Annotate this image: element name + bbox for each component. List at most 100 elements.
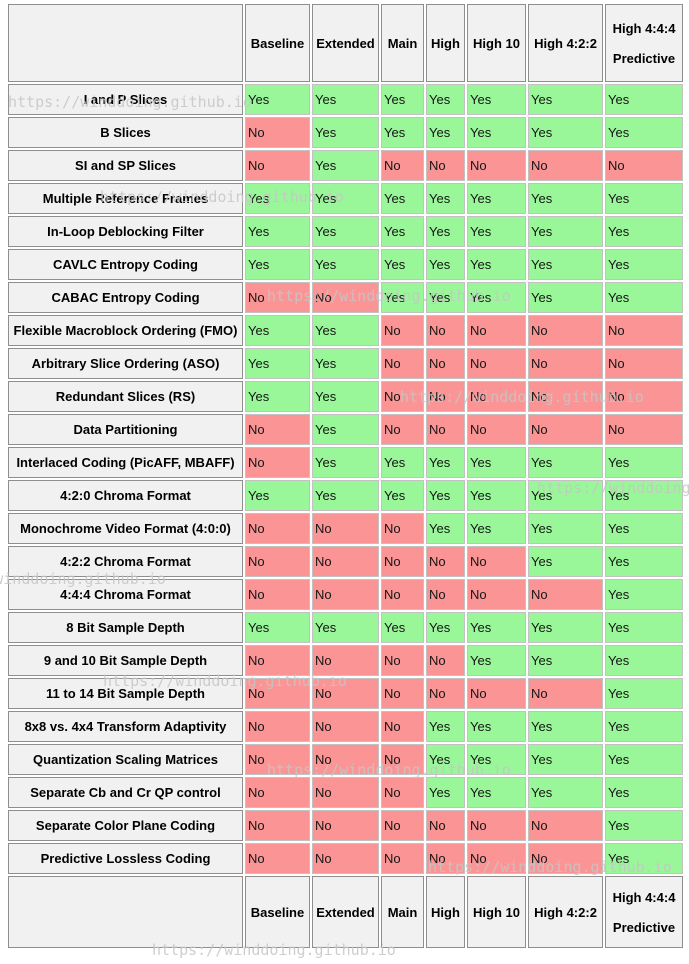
yes-cell: Yes xyxy=(381,117,424,148)
no-cell: No xyxy=(312,546,379,577)
yes-cell: Yes xyxy=(605,117,683,148)
table-row: 11 to 14 Bit Sample Depth No No No No No No Yes xyxy=(8,678,683,709)
table-row: 8x8 vs. 4x4 Transform Adaptivity No No No Ye… xyxy=(8,711,683,742)
yes-cell: Yes xyxy=(381,216,424,247)
yes-cell: Yes xyxy=(467,84,526,115)
yes-cell: Yes xyxy=(528,447,603,478)
yes-cell: Yes xyxy=(426,513,465,544)
column-header-high-10: High 10 xyxy=(467,876,526,948)
yes-cell: Yes xyxy=(467,480,526,511)
no-cell: No xyxy=(605,381,683,412)
yes-cell: Yes xyxy=(312,117,379,148)
no-cell: No xyxy=(245,711,310,742)
yes-cell: Yes xyxy=(528,777,603,808)
no-cell: No xyxy=(381,579,424,610)
no-cell: No xyxy=(605,315,683,346)
yes-cell: Yes xyxy=(312,612,379,643)
yes-cell: Yes xyxy=(312,315,379,346)
yes-cell: Yes xyxy=(312,150,379,181)
yes-cell: Yes xyxy=(605,216,683,247)
no-cell: No xyxy=(528,348,603,379)
row-label: Arbitrary Slice Ordering (ASO) xyxy=(8,348,243,379)
no-cell: No xyxy=(528,414,603,445)
table-row: CAVLC Entropy Coding Yes Yes Yes Yes Yes Yes Ye… xyxy=(8,249,683,280)
no-cell: No xyxy=(245,843,310,874)
no-cell: No xyxy=(381,150,424,181)
no-cell: No xyxy=(245,678,310,709)
yes-cell: Yes xyxy=(528,711,603,742)
yes-cell: Yes xyxy=(467,777,526,808)
yes-cell: Yes xyxy=(312,348,379,379)
table-row: Data Partitioning No Yes No No No No No xyxy=(8,414,683,445)
no-cell: No xyxy=(426,810,465,841)
yes-cell: Yes xyxy=(467,744,526,775)
no-cell: No xyxy=(528,810,603,841)
no-cell: No xyxy=(381,381,424,412)
table-row: 4:2:0 Chroma Format Yes Yes Yes Yes Yes Yes Yes xyxy=(8,480,683,511)
no-cell: No xyxy=(312,645,379,676)
no-cell: No xyxy=(312,678,379,709)
no-cell: No xyxy=(381,546,424,577)
yes-cell: Yes xyxy=(467,216,526,247)
table-row: Quantization Scaling Matrices No No No Yes Ye… xyxy=(8,744,683,775)
no-cell: No xyxy=(605,414,683,445)
no-cell: No xyxy=(381,645,424,676)
table-row: Separate Cb and Cr QP control No No No Yes Ye… xyxy=(8,777,683,808)
yes-cell: Yes xyxy=(467,183,526,214)
yes-cell: Yes xyxy=(245,381,310,412)
no-cell: No xyxy=(467,348,526,379)
yes-cell: Yes xyxy=(467,645,526,676)
yes-cell: Yes xyxy=(312,216,379,247)
yes-cell: Yes xyxy=(605,183,683,214)
yes-cell: Yes xyxy=(245,183,310,214)
no-cell: No xyxy=(245,777,310,808)
row-label: Monochrome Video Format (4:0:0) xyxy=(8,513,243,544)
no-cell: No xyxy=(605,348,683,379)
table-row: Arbitrary Slice Ordering (ASO) Yes Yes No No… xyxy=(8,348,683,379)
column-header-high-4-2-2: High 4:2:2 xyxy=(528,4,603,82)
row-label: Quantization Scaling Matrices xyxy=(8,744,243,775)
no-cell: No xyxy=(467,579,526,610)
yes-cell: Yes xyxy=(426,183,465,214)
table-row: Separate Color Plane Coding No No No No No No Y… xyxy=(8,810,683,841)
yes-cell: Yes xyxy=(426,744,465,775)
yes-cell: Yes xyxy=(426,84,465,115)
table-row: Interlaced Coding (PicAFF, MBAFF) No Yes Ye… xyxy=(8,447,683,478)
no-cell: No xyxy=(381,678,424,709)
row-label: CABAC Entropy Coding xyxy=(8,282,243,313)
yes-cell: Yes xyxy=(605,612,683,643)
yes-cell: Yes xyxy=(528,513,603,544)
no-cell: No xyxy=(605,150,683,181)
no-cell: No xyxy=(528,678,603,709)
no-cell: No xyxy=(381,348,424,379)
yes-cell: Yes xyxy=(605,249,683,280)
no-cell: No xyxy=(381,843,424,874)
yes-cell: Yes xyxy=(605,579,683,610)
footer-corner-cell xyxy=(8,876,243,948)
column-header-high-4-4-4-predictive: High 4:4:4 Predictive xyxy=(605,876,683,948)
yes-cell: Yes xyxy=(467,447,526,478)
yes-cell: Yes xyxy=(381,447,424,478)
no-cell: No xyxy=(245,150,310,181)
no-cell: No xyxy=(312,513,379,544)
no-cell: No xyxy=(426,381,465,412)
no-cell: No xyxy=(528,150,603,181)
no-cell: No xyxy=(381,711,424,742)
no-cell: No xyxy=(426,150,465,181)
yes-cell: Yes xyxy=(528,84,603,115)
yes-cell: Yes xyxy=(605,447,683,478)
table-header: Baseline Extended Main High High 10 High 4:2:… xyxy=(8,4,683,82)
yes-cell: Yes xyxy=(605,777,683,808)
no-cell: No xyxy=(381,810,424,841)
no-cell: No xyxy=(467,150,526,181)
row-label: Flexible Macroblock Ordering (FMO) xyxy=(8,315,243,346)
yes-cell: Yes xyxy=(426,447,465,478)
yes-cell: Yes xyxy=(312,381,379,412)
row-label: Interlaced Coding (PicAFF, MBAFF) xyxy=(8,447,243,478)
row-label: 9 and 10 Bit Sample Depth xyxy=(8,645,243,676)
no-cell: No xyxy=(426,678,465,709)
yes-cell: Yes xyxy=(528,183,603,214)
no-cell: No xyxy=(245,447,310,478)
no-cell: No xyxy=(467,315,526,346)
